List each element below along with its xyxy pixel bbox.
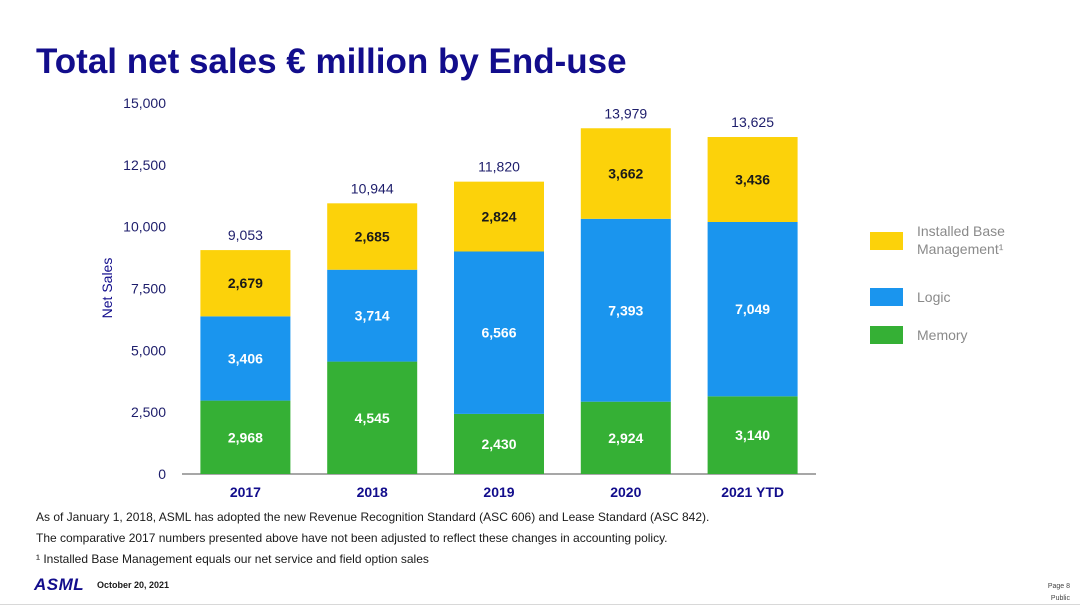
total-label: 13,979 bbox=[604, 105, 647, 121]
y-tick-label: 12,500 bbox=[123, 157, 166, 173]
data-label: 3,140 bbox=[735, 427, 770, 443]
page-title: Total net sales € million by End-use bbox=[36, 42, 627, 81]
footnotes: As of January 1, 2018, ASML has adopted … bbox=[36, 510, 709, 573]
bar-segment-memory bbox=[327, 361, 418, 474]
stacked-bar-chart: 0 2,500 5,000 7,500 10,000 12,500 15,000 Net Sa… bbox=[99, 95, 816, 500]
page-info: Page 8 Public bbox=[1048, 581, 1070, 605]
total-label: 9,053 bbox=[228, 227, 263, 243]
data-label: 3,436 bbox=[735, 172, 770, 188]
data-label: 3,406 bbox=[228, 350, 263, 366]
bar-segment-installed bbox=[580, 128, 671, 219]
data-label: 3,714 bbox=[355, 308, 390, 324]
note-adoption: As of January 1, 2018, ASML has adopted … bbox=[36, 510, 710, 524]
y-tick-label: 5,000 bbox=[131, 342, 166, 358]
legend-label-installed-base: Installed Base Management¹ bbox=[917, 223, 1005, 257]
bar-segment-memory bbox=[200, 400, 291, 474]
bar-segment-logic bbox=[200, 316, 291, 401]
legend-swatch-logic bbox=[870, 288, 903, 306]
page-number: Page 8 bbox=[1047, 583, 1070, 590]
bar-segment-logic bbox=[580, 218, 671, 402]
legend-label-logic: Logic bbox=[917, 289, 951, 305]
data-label: 2,679 bbox=[228, 275, 263, 291]
total-label: 11,820 bbox=[478, 159, 520, 175]
bar-segment-memory bbox=[454, 413, 544, 474]
total-label: 13,625 bbox=[731, 114, 774, 130]
x-tick-label: 2021 YTD bbox=[721, 484, 784, 500]
legend-item-logic: Logic bbox=[870, 278, 1047, 316]
x-tick-label: 2019 bbox=[483, 484, 514, 500]
asml-logo: ASML bbox=[34, 575, 85, 594]
legend-label-memory: Memory bbox=[917, 327, 968, 343]
data-label: 2,430 bbox=[481, 436, 516, 452]
data-label: 4,545 bbox=[355, 410, 390, 426]
data-label: 2,924 bbox=[608, 430, 643, 446]
y-axis-title: Net Sales bbox=[99, 258, 115, 319]
bar-segment-installed bbox=[707, 137, 798, 222]
y-tick-label: 0 bbox=[158, 466, 166, 482]
footer-divider bbox=[0, 604, 1080, 605]
note-comparative: The comparative 2017 numbers presented a… bbox=[36, 531, 668, 545]
data-label: 2,824 bbox=[481, 209, 516, 225]
legend-item-installed-base: Installed Base Management¹ bbox=[870, 222, 1047, 278]
x-tick-label: 2020 bbox=[610, 484, 641, 500]
bar-segment-installed bbox=[200, 250, 291, 317]
legend-item-memory: Memory bbox=[870, 316, 1047, 344]
presentation-date: October 20, 2021 bbox=[97, 580, 170, 590]
y-tick-label: 10,000 bbox=[123, 219, 166, 235]
x-tick-label: 2017 bbox=[230, 484, 261, 500]
legend-swatch-memory bbox=[870, 326, 903, 344]
y-tick-label: 7,500 bbox=[131, 281, 166, 297]
chart-legend: Installed Base Management¹ Logic Memory bbox=[870, 222, 1047, 344]
x-tick-label: 2018 bbox=[357, 484, 388, 500]
data-label: 6,566 bbox=[481, 325, 516, 341]
data-label: 7,393 bbox=[608, 302, 643, 318]
bar-segment-installed bbox=[327, 203, 418, 270]
classification-label: Public bbox=[1050, 595, 1070, 602]
data-label: 2,968 bbox=[228, 429, 263, 445]
bar-segment-memory bbox=[580, 401, 671, 474]
total-label: 10,944 bbox=[351, 180, 394, 196]
note-installed-base: ¹ Installed Base Management equals our n… bbox=[36, 552, 429, 566]
y-tick-label: 15,000 bbox=[123, 95, 166, 111]
data-label: 7,049 bbox=[735, 301, 770, 317]
bar-segment-memory bbox=[707, 396, 798, 474]
y-tick-label: 2,500 bbox=[131, 404, 166, 420]
data-label: 3,662 bbox=[608, 166, 643, 182]
data-label: 2,685 bbox=[355, 229, 390, 245]
bar-segment-logic bbox=[327, 269, 418, 362]
legend-swatch-installed-base bbox=[870, 232, 903, 250]
bar-segment-logic bbox=[454, 251, 544, 414]
bar-segment-logic bbox=[707, 221, 798, 397]
bar-segment-installed bbox=[454, 181, 544, 252]
